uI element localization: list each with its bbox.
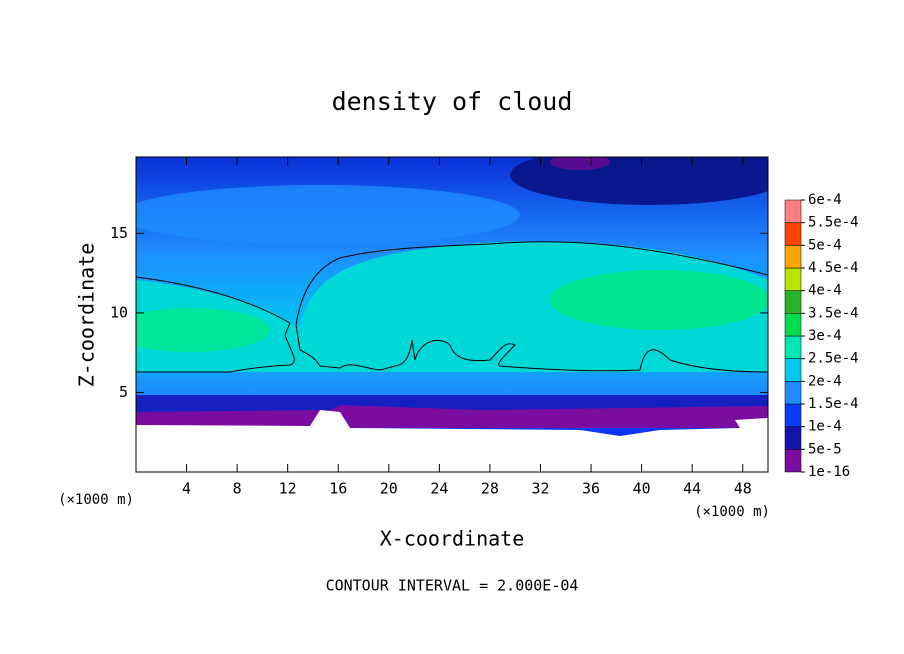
colorbar-label: 4.5e-4 bbox=[808, 260, 859, 276]
field-region bbox=[550, 270, 768, 330]
y-unit-label: (×1000 m) bbox=[58, 492, 134, 508]
colorbar-swatch bbox=[784, 426, 802, 450]
x-tick-label: 36 bbox=[582, 480, 600, 498]
plot-frame bbox=[135, 156, 769, 473]
chart-title: density of cloud bbox=[332, 87, 573, 116]
x-tick-label: 8 bbox=[233, 480, 242, 498]
field-region bbox=[550, 157, 610, 170]
x-tick-label: 4 bbox=[182, 480, 191, 498]
colorbar-swatch bbox=[784, 245, 802, 269]
x-tick-label: 28 bbox=[481, 480, 499, 498]
colorbar-label: 2e-4 bbox=[808, 373, 842, 389]
colorbar-swatch bbox=[784, 335, 802, 359]
x-tick-label: 24 bbox=[430, 480, 448, 498]
x-tick-label: 12 bbox=[279, 480, 297, 498]
colorbar-label: 3.5e-4 bbox=[808, 305, 859, 321]
colorbar-label: 6e-4 bbox=[808, 192, 842, 208]
x-axis-label: X-coordinate bbox=[380, 527, 525, 551]
x-tick-label: 20 bbox=[380, 480, 398, 498]
contour-field bbox=[136, 157, 768, 472]
x-tick-label: 16 bbox=[329, 480, 347, 498]
colorbar-swatch bbox=[784, 403, 802, 427]
x-unit-label: (×1000 m) bbox=[694, 504, 770, 520]
colorbar-label: 1.5e-4 bbox=[808, 396, 859, 412]
field-region bbox=[510, 157, 768, 205]
colorbar-label: 5e-4 bbox=[808, 237, 842, 253]
colorbar-label: 5.5e-4 bbox=[808, 215, 859, 231]
colorbar-label: 1e-4 bbox=[808, 419, 842, 435]
colorbar-label: 1e-16 bbox=[808, 464, 850, 480]
contour-note: CONTOUR INTERVAL = 2.000E-04 bbox=[326, 577, 579, 595]
y-tick-label: 5 bbox=[119, 383, 128, 401]
colorbar-swatch bbox=[784, 313, 802, 337]
x-tick-label: 32 bbox=[531, 480, 549, 498]
colorbar-swatch bbox=[784, 199, 802, 223]
field-region bbox=[136, 185, 520, 245]
colorbar-swatch bbox=[784, 222, 802, 246]
colorbar-label: 2.5e-4 bbox=[808, 351, 859, 367]
colorbar-label: 3e-4 bbox=[808, 328, 842, 344]
x-tick-label: 48 bbox=[734, 480, 752, 498]
colorbar-swatch bbox=[784, 381, 802, 405]
colorbar-swatch bbox=[784, 290, 802, 314]
colorbar-label: 5e-5 bbox=[808, 441, 842, 457]
colorbar-swatch bbox=[784, 267, 802, 291]
field-blank bbox=[136, 410, 768, 472]
contour-line bbox=[295, 241, 768, 373]
colorbar-label: 4e-4 bbox=[808, 283, 842, 299]
y-axis-label: Z-coordinate bbox=[75, 243, 99, 388]
contour-line bbox=[136, 276, 295, 373]
x-tick-label: 40 bbox=[633, 480, 651, 498]
y-tick-label: 10 bbox=[110, 303, 128, 321]
x-tick-label: 44 bbox=[683, 480, 701, 498]
colorbar-swatch bbox=[784, 358, 802, 382]
y-tick-label: 15 bbox=[110, 224, 128, 242]
field-region bbox=[136, 308, 270, 352]
colorbar-swatch bbox=[784, 449, 802, 473]
field-region bbox=[136, 405, 768, 428]
